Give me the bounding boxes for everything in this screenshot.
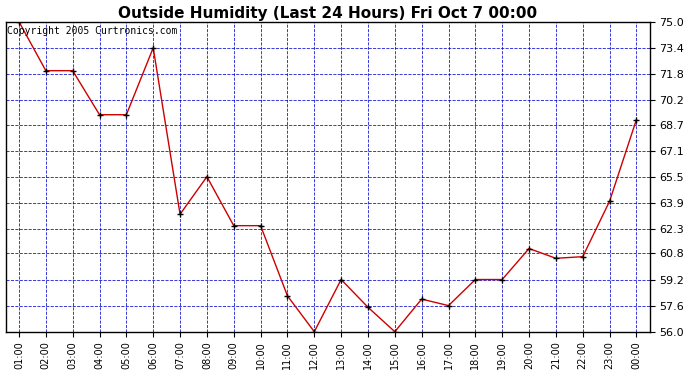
Title: Outside Humidity (Last 24 Hours) Fri Oct 7 00:00: Outside Humidity (Last 24 Hours) Fri Oct…	[118, 6, 538, 21]
Text: Copyright 2005 Curtronics.com: Copyright 2005 Curtronics.com	[7, 26, 177, 36]
